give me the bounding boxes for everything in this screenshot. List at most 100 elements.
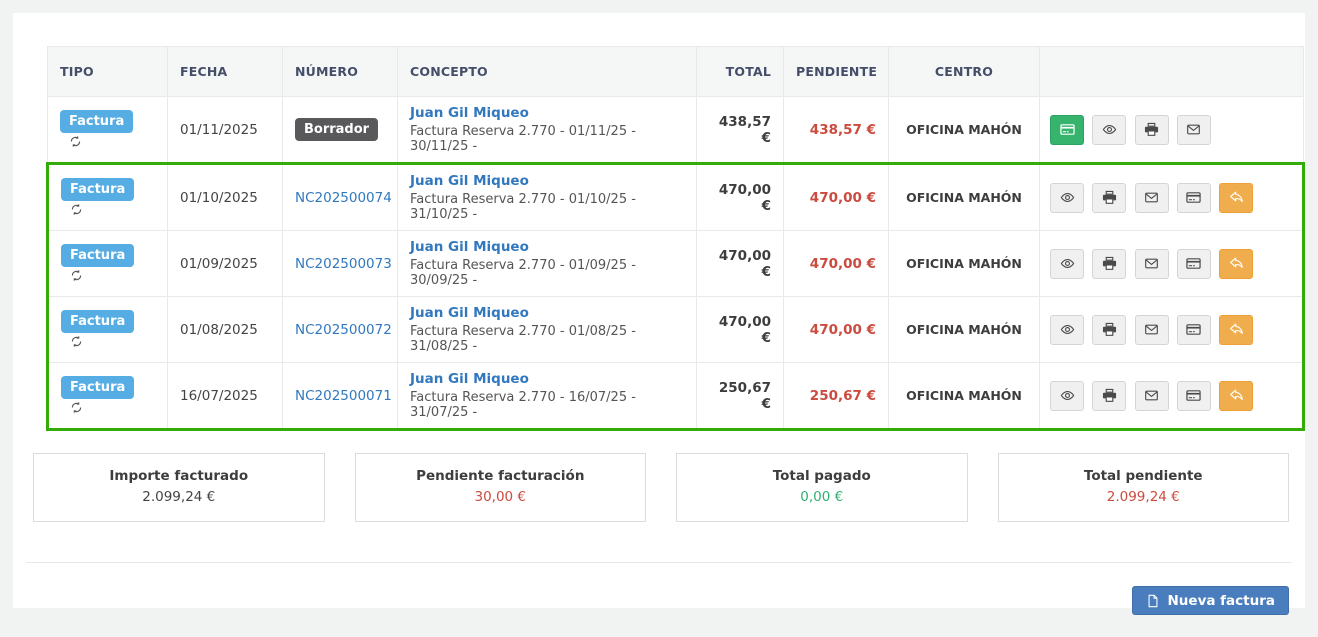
invoice-type-badge: Factura xyxy=(61,376,135,399)
credit-card-icon xyxy=(1186,324,1202,335)
return-button[interactable] xyxy=(1219,248,1254,279)
recurring-icon xyxy=(69,268,84,283)
credit-card-icon xyxy=(1186,390,1202,401)
invoice-center: OFICINA MAHÓN xyxy=(888,362,1040,431)
invoice-total: 470,00 € xyxy=(696,162,784,231)
invoice-center: OFICINA MAHÓN xyxy=(888,296,1040,363)
email-button[interactable] xyxy=(1134,314,1169,345)
client-link[interactable]: Juan Gil Miqueo xyxy=(410,371,529,387)
summary-label: Total pendiente xyxy=(1083,468,1203,484)
printer-icon xyxy=(1102,256,1116,270)
draft-badge: Borrador xyxy=(295,118,379,141)
summary-label: Total pagado xyxy=(772,468,871,484)
col-header-centro: CENTRO xyxy=(888,46,1040,97)
invoice-description: Factura Reserva 2.770 - 16/07/25 - 31/07… xyxy=(410,390,636,420)
table-row: Factura 01/11/2025 Borrador Juan Gil Miq… xyxy=(47,96,1304,164)
email-button[interactable] xyxy=(1176,114,1211,145)
return-button[interactable] xyxy=(1219,182,1254,213)
invoices-panel: TIPO FECHA NÚMERO CONCEPTO TOTAL PENDIEN… xyxy=(13,13,1305,615)
invoice-date: 01/11/2025 xyxy=(167,96,283,164)
print-button[interactable] xyxy=(1092,380,1127,411)
printer-icon xyxy=(1102,190,1116,204)
printer-icon xyxy=(1102,322,1116,336)
col-header-concepto: CONCEPTO xyxy=(397,46,697,97)
invoice-type-badge: Factura xyxy=(61,178,135,201)
recurring-icon xyxy=(69,202,84,217)
col-header-total: TOTAL xyxy=(696,46,784,97)
print-button[interactable] xyxy=(1092,314,1127,345)
client-link[interactable]: Juan Gil Miqueo xyxy=(410,105,529,121)
summary-label: Importe facturado xyxy=(109,468,249,484)
email-button[interactable] xyxy=(1134,248,1169,279)
eye-icon xyxy=(1060,258,1074,269)
summary-box-invoiced: Importe facturado 2.099,24 € xyxy=(33,453,325,522)
view-button[interactable] xyxy=(1050,314,1084,345)
view-button[interactable] xyxy=(1050,380,1084,411)
eye-icon xyxy=(1060,192,1074,203)
invoice-number-link[interactable]: NC202500072 xyxy=(295,321,392,338)
view-button[interactable] xyxy=(1050,248,1084,279)
totals-summary: Importe facturado 2.099,24 € Pendiente f… xyxy=(33,453,1289,522)
envelope-icon xyxy=(1145,192,1158,203)
invoice-type-badge: Factura xyxy=(60,110,134,133)
card-button[interactable] xyxy=(1176,248,1211,279)
client-link[interactable]: Juan Gil Miqueo xyxy=(410,305,529,321)
eye-icon xyxy=(1102,124,1117,135)
summary-value: 0,00 € xyxy=(800,489,844,505)
reply-icon xyxy=(1229,191,1243,203)
eye-icon xyxy=(1060,324,1074,335)
table-row: Factura 01/08/2025 NC202500072 Juan Gil … xyxy=(46,296,1305,363)
invoice-date: 01/09/2025 xyxy=(167,230,283,297)
view-button[interactable] xyxy=(1092,114,1127,145)
invoice-number-link[interactable]: NC202500074 xyxy=(295,189,392,206)
invoice-center: OFICINA MAHÓN xyxy=(888,96,1040,164)
view-button[interactable] xyxy=(1050,182,1084,213)
envelope-icon xyxy=(1145,390,1158,401)
email-button[interactable] xyxy=(1134,380,1169,411)
new-invoice-label: Nueva factura xyxy=(1167,592,1276,609)
pay-button[interactable] xyxy=(1050,114,1084,145)
card-button[interactable] xyxy=(1176,314,1211,345)
invoice-date: 16/07/2025 xyxy=(167,362,283,431)
envelope-icon xyxy=(1187,124,1201,135)
invoice-number-link[interactable]: NC202500071 xyxy=(295,387,392,404)
printer-icon xyxy=(1145,122,1159,136)
envelope-icon xyxy=(1145,324,1158,335)
print-button[interactable] xyxy=(1092,182,1127,213)
email-button[interactable] xyxy=(1134,182,1169,213)
summary-value: 2.099,24 € xyxy=(1106,489,1180,505)
invoice-date: 01/08/2025 xyxy=(167,296,283,363)
print-button[interactable] xyxy=(1134,114,1169,145)
reply-icon xyxy=(1229,323,1243,334)
summary-value: 2.099,24 € xyxy=(142,489,216,505)
summary-value: 30,00 € xyxy=(474,489,527,505)
invoice-description: Factura Reserva 2.770 - 01/10/25 - 31/10… xyxy=(410,192,636,222)
invoice-pending: 470,00 € xyxy=(783,230,889,297)
summary-label: Pendiente facturación xyxy=(416,468,585,484)
col-header-pendiente: PENDIENTE xyxy=(783,46,889,97)
invoice-number-link[interactable]: NC202500073 xyxy=(295,255,392,272)
card-button[interactable] xyxy=(1176,380,1211,411)
client-link[interactable]: Juan Gil Miqueo xyxy=(410,173,529,189)
client-link[interactable]: Juan Gil Miqueo xyxy=(410,239,529,255)
return-button[interactable] xyxy=(1219,380,1254,411)
invoice-total: 470,00 € xyxy=(696,296,784,363)
invoice-type-badge: Factura xyxy=(61,244,135,267)
invoice-description: Factura Reserva 2.770 - 01/11/25 - 30/11… xyxy=(410,124,636,154)
return-button[interactable] xyxy=(1219,314,1254,345)
table-row: Factura 16/07/2025 NC202500071 Juan Gil … xyxy=(46,362,1305,431)
invoice-total: 438,57 € xyxy=(696,96,784,164)
reply-icon xyxy=(1229,257,1243,268)
card-button[interactable] xyxy=(1176,182,1211,213)
new-invoice-button[interactable]: Nueva factura xyxy=(1131,586,1289,615)
print-button[interactable] xyxy=(1092,248,1127,279)
footer-divider xyxy=(26,562,1292,563)
invoice-description: Factura Reserva 2.770 - 01/09/25 - 30/09… xyxy=(410,258,636,288)
recurring-icon xyxy=(68,134,83,149)
invoice-description: Factura Reserva 2.770 - 01/08/25 - 31/08… xyxy=(410,324,636,354)
invoice-date: 01/10/2025 xyxy=(167,162,283,231)
table-row: Factura 01/10/2025 NC202500074 Juan Gil … xyxy=(46,162,1305,231)
credit-card-icon xyxy=(1186,192,1202,203)
summary-box-pending-invoicing: Pendiente facturación 30,00 € xyxy=(354,453,646,522)
invoice-pending: 438,57 € xyxy=(783,96,889,164)
